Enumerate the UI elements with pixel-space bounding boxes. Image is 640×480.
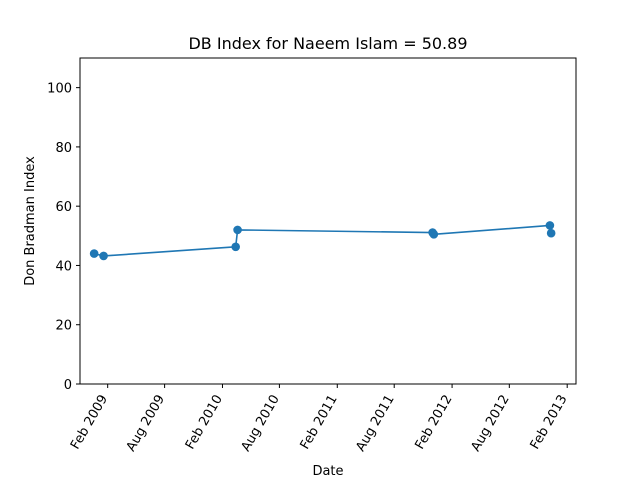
- y-tick-label: 80: [55, 141, 72, 156]
- y-tick-label: 60: [55, 200, 72, 215]
- series-line: [93, 224, 552, 257]
- data-point: [545, 221, 555, 230]
- data-point: [233, 225, 242, 235]
- y-tick-label: 40: [55, 259, 72, 274]
- y-tick-label: 0: [64, 378, 72, 393]
- data-point: [99, 251, 108, 261]
- chart-title: DB Index for Naeem Islam = 50.89: [188, 34, 467, 53]
- y-tick-label: 100: [47, 82, 72, 97]
- y-tick-label: 20: [55, 319, 72, 334]
- plot-frame: [79, 57, 577, 385]
- y-axis-title: Don Bradman Index: [23, 156, 38, 286]
- x-axis-title: Date: [312, 464, 343, 479]
- data-point: [429, 230, 439, 239]
- data-point: [231, 242, 240, 252]
- data-point: [546, 228, 556, 238]
- data-point: [89, 249, 99, 258]
